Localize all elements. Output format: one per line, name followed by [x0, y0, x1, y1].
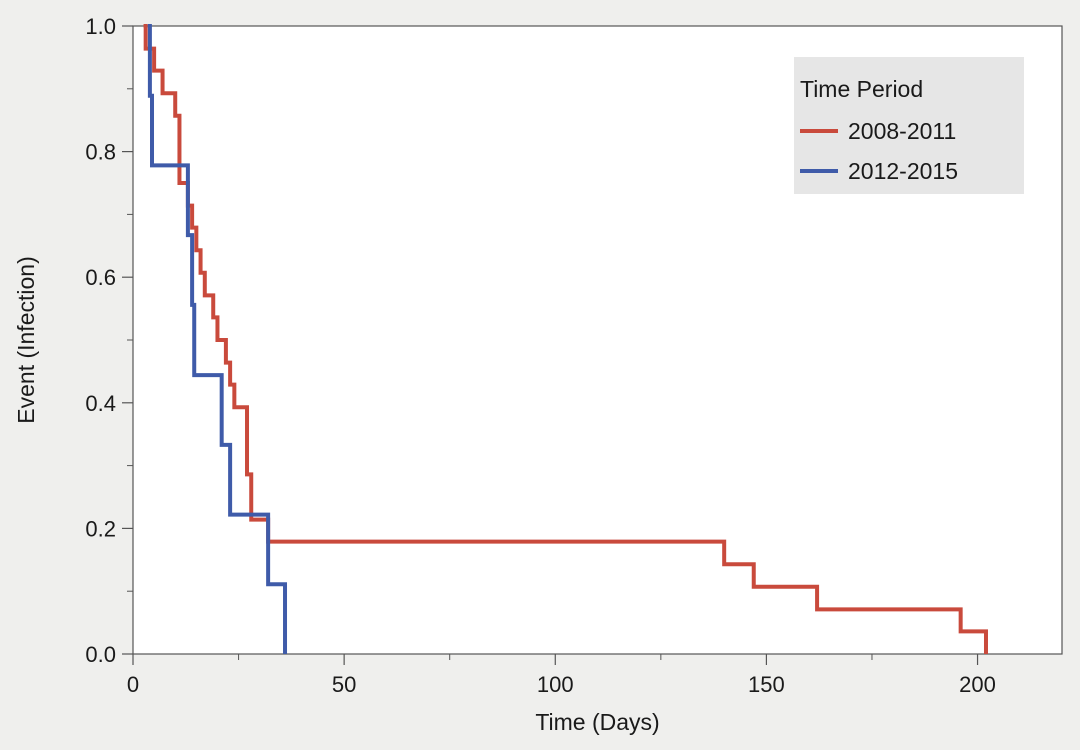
- y-axis: 0.0 0.2 0.4 0.6 0.8 1.0: [85, 14, 133, 667]
- x-axis-title: Time (Days): [535, 709, 659, 735]
- y-tick-label: 0.8: [85, 140, 116, 165]
- series-line-2008-2011: [143, 24, 988, 654]
- x-axis: 0 50 100 150 200: [127, 654, 996, 697]
- legend-title: Time Period: [800, 76, 923, 102]
- legend-items: 2008-2011 2012-2015: [800, 118, 958, 184]
- x-tick-label: 50: [332, 672, 356, 697]
- y-tick-label: 0.2: [85, 516, 116, 541]
- x-tick-label: 100: [537, 672, 574, 697]
- y-axis-title: Event (Infection): [13, 256, 39, 423]
- series-layer: [143, 24, 988, 654]
- y-tick-label: 0.6: [85, 265, 116, 290]
- legend: Time Period 2008-2011 2012-2015: [794, 57, 1024, 194]
- x-tick-label: 0: [127, 672, 139, 697]
- x-tick-label: 200: [959, 672, 996, 697]
- legend-label: 2012-2015: [848, 158, 958, 184]
- series-line-2012-2015: [147, 24, 288, 654]
- legend-label: 2008-2011: [848, 118, 956, 144]
- x-tick-label: 150: [748, 672, 785, 697]
- y-tick-label: 0.0: [85, 642, 116, 667]
- y-tick-label: 1.0: [85, 14, 116, 39]
- y-tick-label: 0.4: [85, 391, 116, 416]
